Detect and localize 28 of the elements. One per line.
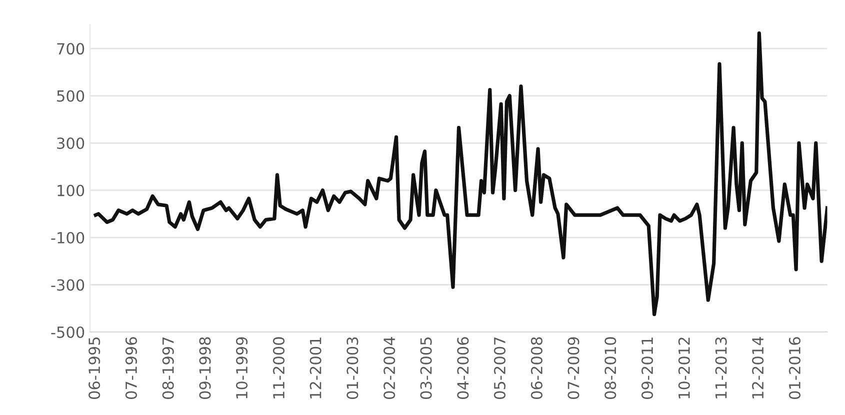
x-tick-label: 08-2010 [604,337,616,399]
x-tick-label: 12-2014 [752,337,764,398]
x-tick-label: 09-1998 [199,337,211,399]
x-tick-label: 04-2006 [457,337,469,399]
x-tick-label: 06-1995 [88,338,100,399]
x-tick-label: 12-2001 [310,338,322,398]
x-tick-label: 10-2012 [678,338,690,398]
y-tick-label: 500 [57,90,84,102]
x-tick-label: 10-1999 [236,337,248,398]
x-tick-label: 01-2016 [788,337,800,399]
x-tick-label: 07-1996 [125,337,137,399]
y-tick-label: -500 [51,326,84,338]
y-tick-label: 100 [58,184,84,196]
x-tick-label: 07-2009 [568,337,580,399]
x-tick-label: 06-2008 [530,337,542,399]
x-tick-label: 03-2005 [420,338,432,399]
line-series [94,31,828,316]
x-tick-label: 08-1997 [162,337,174,399]
x-tick-label: 09-2011 [641,338,654,399]
y-tick-label: 300 [57,137,84,150]
x-tick-label: 11-2000 [272,337,285,398]
x-tick-label: 01-2003 [346,337,358,399]
y-tick-label: -300 [51,279,84,291]
y-tick-label: -100 [51,232,84,244]
x-tick-label: 02-2004 [384,337,396,399]
y-tick-label: 700 [57,42,84,55]
x-tick-label: 11-2013 [715,337,727,398]
x-tick-label: 05-2007 [494,337,506,399]
